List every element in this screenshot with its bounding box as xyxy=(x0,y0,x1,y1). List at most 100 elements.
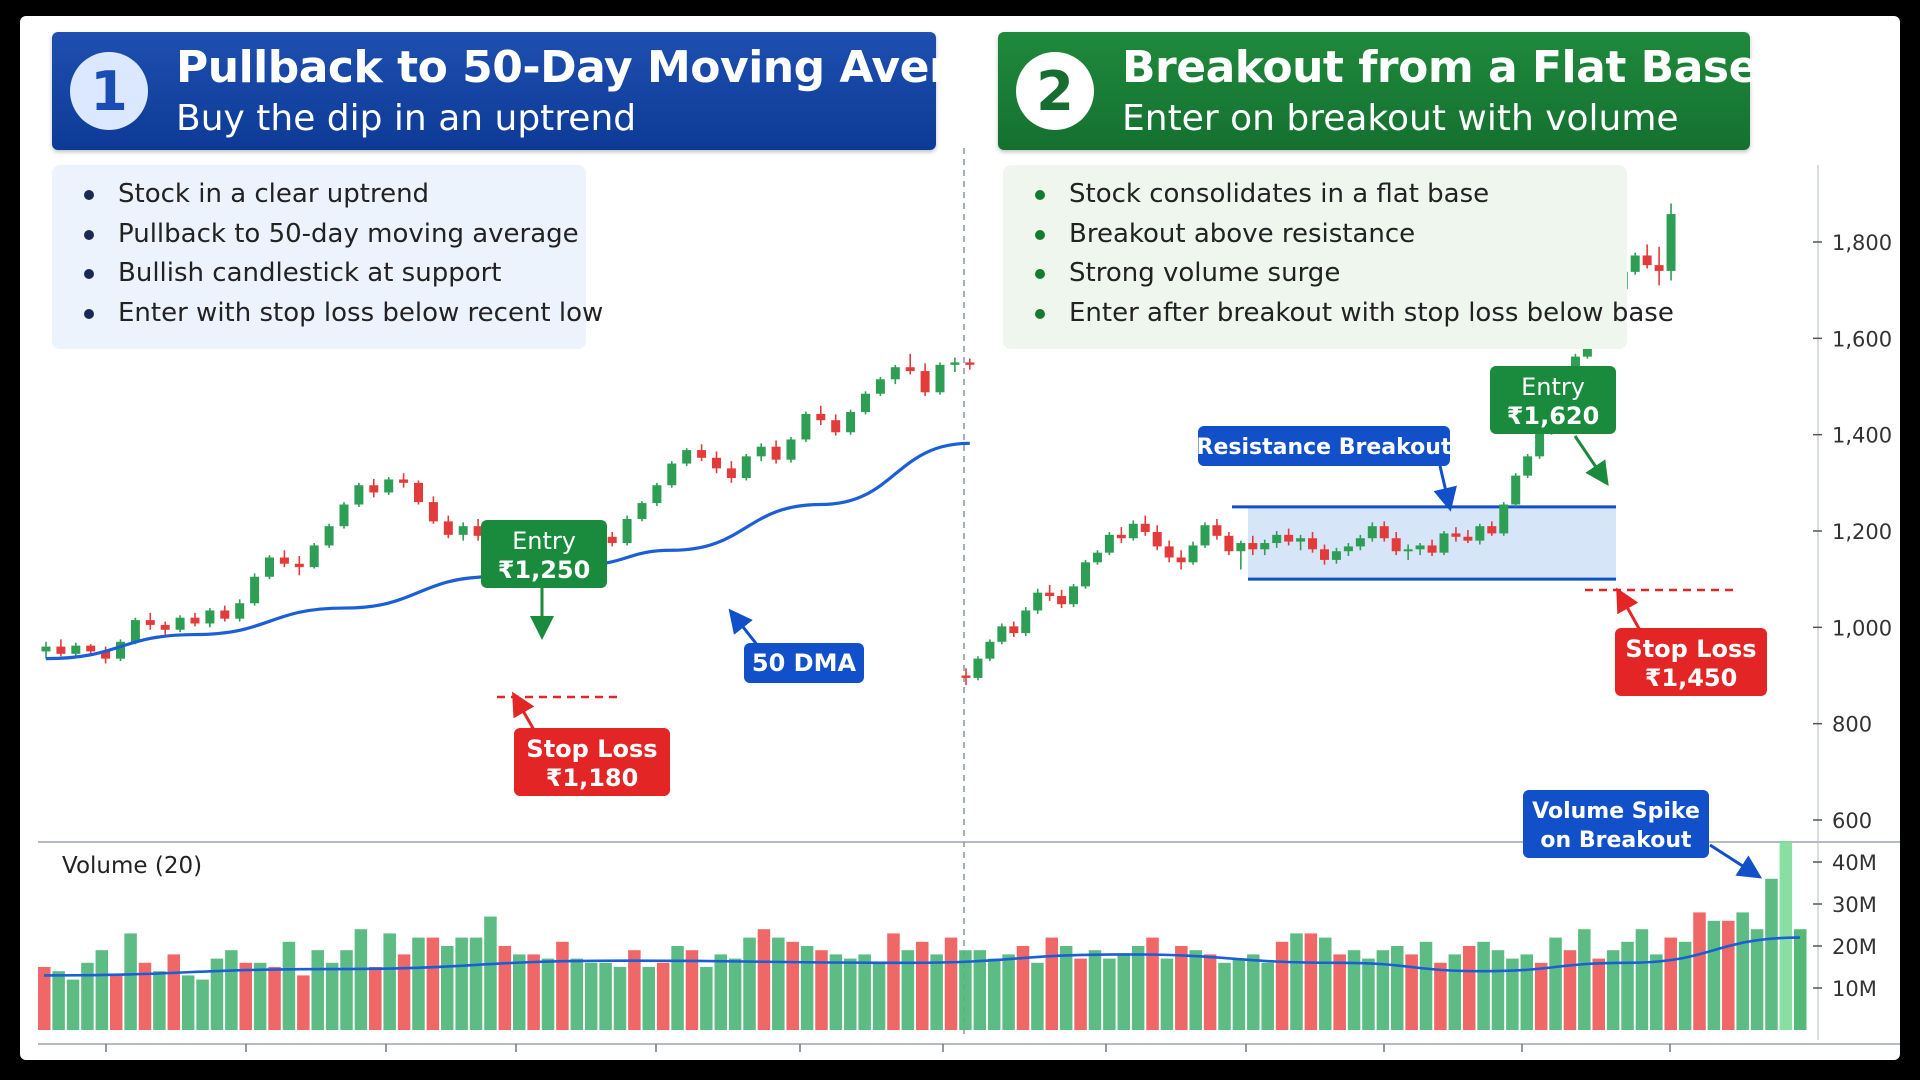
panel1-number-badge: 1 xyxy=(70,52,148,130)
candle xyxy=(56,639,66,657)
volume-bar xyxy=(1203,954,1217,1030)
volume-bar xyxy=(412,937,425,1030)
candle-body xyxy=(414,482,423,503)
candle xyxy=(1630,252,1640,275)
candle xyxy=(324,523,334,548)
volume-bar xyxy=(930,954,943,1030)
candle-body xyxy=(1308,538,1318,550)
candle-body xyxy=(801,413,811,440)
candle-body xyxy=(816,413,826,421)
panel2-stop-label: Stop Loss xyxy=(1625,635,1756,663)
candle xyxy=(786,437,796,463)
candle xyxy=(1379,521,1389,542)
candle xyxy=(905,353,915,375)
candle xyxy=(1463,530,1473,544)
candle-body xyxy=(1451,533,1461,537)
volume-bar xyxy=(1304,933,1318,1030)
candle-body xyxy=(935,364,945,393)
candle xyxy=(1021,607,1031,637)
candle xyxy=(1152,525,1162,551)
candle-body xyxy=(950,362,960,365)
candle xyxy=(1320,544,1329,565)
volume-bar xyxy=(1175,946,1188,1030)
candle xyxy=(443,515,453,539)
candle xyxy=(1236,540,1246,570)
volume-bar xyxy=(570,958,584,1030)
volume-bar xyxy=(1347,950,1361,1030)
ma-label: 50 DMA xyxy=(752,649,857,677)
panel1-entry-label: Entry xyxy=(512,527,576,555)
candle xyxy=(1188,541,1198,565)
price-tick-label: 800 xyxy=(1832,713,1872,737)
candle-body xyxy=(637,503,647,519)
volume-bar xyxy=(541,958,555,1030)
volume-bar xyxy=(757,929,771,1030)
candle xyxy=(875,376,885,397)
volume-bar xyxy=(225,950,238,1030)
panel2-entry-label: Entry xyxy=(1521,373,1585,401)
panel2-entry-price: ₹1,620 xyxy=(1507,402,1600,430)
panel2-title: Breakout from a Flat Base xyxy=(1122,42,1758,93)
candle xyxy=(637,501,647,522)
candle xyxy=(175,615,185,633)
candle-body xyxy=(443,521,453,535)
candle-body xyxy=(399,479,409,483)
candle xyxy=(1451,527,1461,542)
candle xyxy=(369,478,379,498)
price-tick-label: 1,600 xyxy=(1832,327,1892,351)
volume-tick-label: 30M xyxy=(1832,893,1877,917)
candle xyxy=(771,440,781,464)
price-tick-label: 1,000 xyxy=(1832,616,1892,640)
volume-bar xyxy=(383,933,396,1030)
volume-bar xyxy=(1750,929,1764,1030)
candle-body xyxy=(607,536,617,544)
volume-bar xyxy=(916,941,929,1030)
candle xyxy=(1308,531,1318,553)
candle xyxy=(399,473,409,488)
volume-bar xyxy=(671,946,684,1030)
panel2-bullet: Stock consolidates in a flat base xyxy=(1023,175,1607,215)
volume-bar xyxy=(800,946,814,1030)
volume-bar xyxy=(858,954,871,1030)
candle xyxy=(1535,429,1545,459)
volume-bar xyxy=(1621,941,1634,1030)
volume-bar xyxy=(253,962,267,1030)
candle-body xyxy=(1236,543,1246,552)
volume-bar xyxy=(728,958,742,1030)
candle-body xyxy=(130,620,140,642)
candle xyxy=(1666,203,1676,281)
candle-body xyxy=(1535,432,1545,457)
volume-bar xyxy=(210,958,224,1030)
candle-body xyxy=(160,624,170,630)
candle-body xyxy=(682,450,692,464)
candle xyxy=(1499,502,1509,536)
candle-body xyxy=(1475,526,1485,541)
candle xyxy=(741,453,751,481)
volume-ma-line xyxy=(43,936,1801,977)
candle-body xyxy=(1284,534,1294,542)
candle-body xyxy=(861,393,870,413)
panel2-stop-callout: Stop Loss ₹1,450 xyxy=(1585,587,1767,696)
candle-body xyxy=(1511,475,1521,505)
candle-body xyxy=(428,502,438,522)
candle xyxy=(1116,527,1126,544)
candle-body xyxy=(973,658,983,678)
volume-bar xyxy=(1390,946,1404,1030)
candle-body xyxy=(756,446,766,457)
candle-body xyxy=(1331,551,1341,560)
volume-bar xyxy=(469,937,483,1030)
candle xyxy=(1331,547,1341,564)
volume-bar xyxy=(484,916,497,1030)
volume-bar xyxy=(772,937,785,1030)
candle xyxy=(294,556,304,576)
panel1-bullet: Stock in a clear uptrend xyxy=(72,175,566,215)
candle-body xyxy=(667,463,677,486)
candle xyxy=(205,608,215,628)
candle xyxy=(1176,550,1186,570)
candle-body xyxy=(831,420,841,433)
candle-body xyxy=(1045,592,1055,597)
panel2-bullet: Strong volume surge xyxy=(1023,254,1607,294)
candle xyxy=(950,357,960,373)
panel2-number-badge: 2 xyxy=(1016,52,1094,130)
panel1-banner: 1 Pullback to 50-Day Moving Average Buy … xyxy=(52,32,1040,150)
